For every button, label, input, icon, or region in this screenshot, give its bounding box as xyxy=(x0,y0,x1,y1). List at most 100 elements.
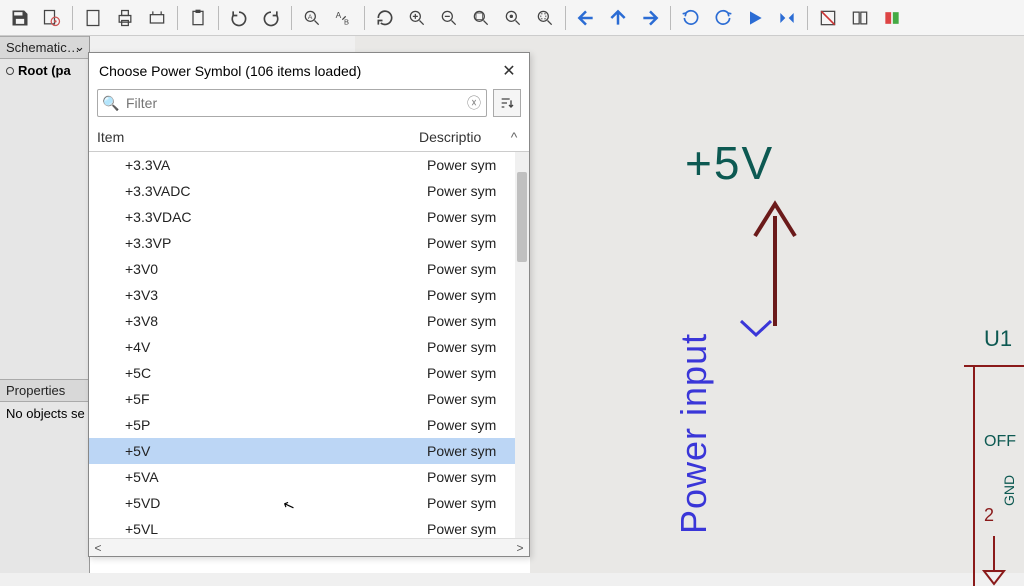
separator xyxy=(807,6,808,30)
separator xyxy=(565,6,566,30)
power-symbol-chooser-dialog: Choose Power Symbol (106 items loaded) ✕… xyxy=(88,52,530,557)
list-item[interactable]: +5VDPower sym xyxy=(89,490,529,516)
scroll-right-icon[interactable]: > xyxy=(511,541,529,555)
rotate-cw-icon[interactable] xyxy=(708,4,738,32)
save-icon[interactable] xyxy=(5,4,35,32)
svg-text:GND: GND xyxy=(1001,475,1017,506)
refresh-icon[interactable] xyxy=(370,4,400,32)
clear-filter-icon[interactable]: ⓧ xyxy=(462,93,486,113)
list-item-desc: Power sym xyxy=(427,339,515,355)
library-icon[interactable] xyxy=(845,4,875,32)
list-item-name: +3.3VADC xyxy=(125,183,427,199)
list-item-name: +5P xyxy=(125,417,427,433)
chevron-down-icon[interactable]: ⌄ xyxy=(74,39,85,55)
horizontal-scrollbar[interactable]: < > xyxy=(89,538,529,556)
hscroll-track[interactable] xyxy=(107,543,511,553)
list-item-desc: Power sym xyxy=(427,313,515,329)
list-item-name: +3V3 xyxy=(125,287,427,303)
scrollbar-thumb[interactable] xyxy=(517,172,527,262)
replace-ab-icon[interactable]: AB xyxy=(329,4,359,32)
list-item-desc: Power sym xyxy=(427,209,515,225)
zoom-selection-icon[interactable] xyxy=(530,4,560,32)
list-item[interactable]: +3.3VPPower sym xyxy=(89,230,529,256)
hierarchy-root-label: Root (pa xyxy=(18,63,71,78)
find-a-icon[interactable]: A xyxy=(297,4,327,32)
list-item[interactable]: +5PPower sym xyxy=(89,412,529,438)
svg-text:A: A xyxy=(308,13,313,20)
power-arrow-icon xyxy=(745,196,805,326)
toggle-sort-button[interactable] xyxy=(493,89,521,117)
properties-empty-text: No objects se xyxy=(6,406,85,421)
arrow-right-icon[interactable] xyxy=(635,4,665,32)
separator xyxy=(670,6,671,30)
list-item[interactable]: +5VPower sym xyxy=(89,438,529,464)
arrow-left-icon[interactable] xyxy=(571,4,601,32)
separator xyxy=(291,6,292,30)
library-color-icon[interactable] xyxy=(877,4,907,32)
redo-icon[interactable] xyxy=(256,4,286,32)
separator xyxy=(218,6,219,30)
undo-icon[interactable] xyxy=(224,4,254,32)
vertical-scrollbar[interactable] xyxy=(515,152,529,538)
list-item-desc: Power sym xyxy=(427,495,515,511)
list-item[interactable]: +4VPower sym xyxy=(89,334,529,360)
zoom-in-icon[interactable] xyxy=(402,4,432,32)
list-item[interactable]: +3V0Power sym xyxy=(89,256,529,282)
list-item[interactable]: +5VLPower sym xyxy=(89,516,529,538)
plot-icon[interactable] xyxy=(142,4,172,32)
list-item[interactable]: +5CPower sym xyxy=(89,360,529,386)
svg-text:B: B xyxy=(344,17,349,26)
scroll-left-icon[interactable]: < xyxy=(89,541,107,555)
column-desc-header[interactable]: Descriptio xyxy=(419,129,507,145)
rotate-ccw-icon[interactable] xyxy=(676,4,706,32)
separator xyxy=(177,6,178,30)
zoom-out-icon[interactable] xyxy=(434,4,464,32)
zoom-objects-icon[interactable] xyxy=(498,4,528,32)
list-item[interactable]: +3V8Power sym xyxy=(89,308,529,334)
properties-panel-header[interactable]: Properties xyxy=(0,379,89,402)
left-panels: Schematic Hierarchy ⌄ Root (pa Propertie… xyxy=(0,36,90,573)
list-item-desc: Power sym xyxy=(427,391,515,407)
page-icon[interactable] xyxy=(78,4,108,32)
paste-icon[interactable] xyxy=(183,4,213,32)
list-item-name: +5VL xyxy=(125,521,427,537)
main-toolbar: A AB xyxy=(0,0,1024,36)
arrow-up-icon[interactable] xyxy=(603,4,633,32)
symbol-preview: +5V Power input xyxy=(555,46,955,566)
gear-sheet-icon[interactable] xyxy=(37,4,67,32)
print-icon[interactable] xyxy=(110,4,140,32)
mirror-icon[interactable] xyxy=(772,4,802,32)
list-item-desc: Power sym xyxy=(427,443,515,459)
list-item[interactable]: +3.3VAPower sym xyxy=(89,152,529,178)
excluded-icon[interactable] xyxy=(813,4,843,32)
filter-field[interactable]: 🔍 ⓧ xyxy=(97,89,487,117)
list-item-name: +4V xyxy=(125,339,427,355)
list-item-name: +5VA xyxy=(125,469,427,485)
list-item[interactable]: +5VAPower sym xyxy=(89,464,529,490)
filter-input[interactable] xyxy=(124,95,462,111)
list-item[interactable]: +3.3VDACPower sym xyxy=(89,204,529,230)
dialog-titlebar[interactable]: Choose Power Symbol (106 items loaded) ✕ xyxy=(89,53,529,89)
hierarchy-panel-header[interactable]: Schematic Hierarchy ⌄ xyxy=(0,36,89,59)
svg-text:OFF: OFF xyxy=(984,433,1016,450)
pin-type-label: Power input xyxy=(673,333,715,534)
zoom-fit-icon[interactable] xyxy=(466,4,496,32)
separator xyxy=(72,6,73,30)
list-header[interactable]: Item Descriptio ^ xyxy=(89,123,529,152)
separator xyxy=(364,6,365,30)
list-item-desc: Power sym xyxy=(427,183,515,199)
list-item-name: +3V8 xyxy=(125,313,427,329)
list-item[interactable]: +5FPower sym xyxy=(89,386,529,412)
close-icon[interactable]: ✕ xyxy=(499,61,519,81)
hierarchy-root-item[interactable]: Root (pa xyxy=(0,59,89,82)
properties-title-label: Properties xyxy=(6,383,65,398)
list-item[interactable]: +3V3Power sym xyxy=(89,282,529,308)
symbol-value-label: +5V xyxy=(685,136,774,190)
run-icon[interactable] xyxy=(740,4,770,32)
column-item-header[interactable]: Item xyxy=(97,129,419,145)
svg-text:A: A xyxy=(336,10,342,20)
list-item[interactable]: +3.3VADCPower sym xyxy=(89,178,529,204)
list-item-desc: Power sym xyxy=(427,235,515,251)
scroll-up-caret-icon[interactable]: ^ xyxy=(507,129,521,145)
list-item-desc: Power sym xyxy=(427,417,515,433)
